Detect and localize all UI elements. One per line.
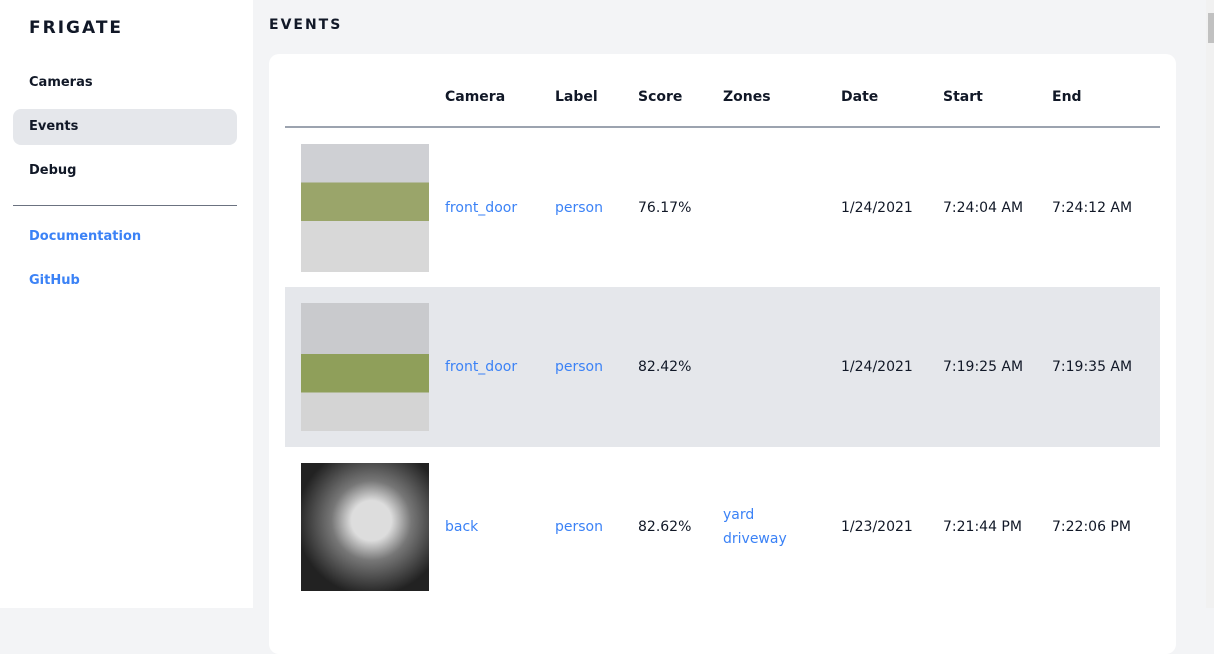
- github-link[interactable]: GitHub: [29, 273, 80, 288]
- sidebar-item-debug[interactable]: Debug: [29, 163, 77, 178]
- page-title: EVENTS: [269, 17, 343, 33]
- header-label: Label: [555, 54, 638, 128]
- zone-link[interactable]: driveway: [723, 531, 787, 547]
- label-link[interactable]: person: [555, 199, 603, 216]
- date: 1/24/2021: [841, 199, 913, 216]
- start-time: 7:19:25 AM: [943, 287, 1052, 447]
- events-table: Camera Label Score Zones Date Start End …: [285, 54, 1160, 607]
- table-row[interactable]: front_door person 82.42% 1/24/2021 7:19:…: [285, 287, 1160, 447]
- table-row[interactable]: front_door person 76.17% 1/24/2021 7:24:…: [285, 127, 1160, 287]
- header-date: Date: [841, 54, 943, 128]
- label-link[interactable]: person: [555, 519, 603, 535]
- end-time: 7:24:12 AM: [1052, 199, 1133, 216]
- event-thumbnail[interactable]: [301, 463, 429, 591]
- zone-link[interactable]: yard: [723, 507, 755, 523]
- event-thumbnail[interactable]: [301, 303, 429, 431]
- start-time: 7:21:44 PM: [943, 519, 1022, 535]
- table-row[interactable]: back person 82.62% yard driveway 1/23/202…: [285, 447, 1160, 607]
- header-thumbnail: [285, 54, 445, 128]
- date: 1/23/2021: [841, 519, 913, 535]
- sidebar-item-events[interactable]: Events: [13, 109, 237, 145]
- events-card: Camera Label Score Zones Date Start End …: [269, 54, 1176, 654]
- scrollbar-thumb[interactable]: [1208, 13, 1214, 43]
- main-content: EVENTS Camera Label Score Zones Date Sta…: [253, 0, 1214, 654]
- end-time: 7:22:06 PM: [1052, 519, 1131, 535]
- score: 82.42%: [638, 287, 723, 447]
- label-link[interactable]: person: [555, 359, 603, 375]
- score: 76.17%: [638, 199, 692, 216]
- sidebar-item-cameras[interactable]: Cameras: [29, 75, 93, 90]
- header-end: End: [1052, 54, 1160, 128]
- documentation-link[interactable]: Documentation: [29, 229, 142, 244]
- start-time: 7:24:04 AM: [943, 199, 1024, 216]
- camera-link[interactable]: front_door: [445, 199, 518, 216]
- score: 82.62%: [638, 519, 692, 535]
- event-thumbnail[interactable]: [301, 143, 429, 272]
- header-score: Score: [638, 54, 723, 128]
- header-camera: Camera: [445, 54, 555, 128]
- end-time: 7:19:35 AM: [1052, 287, 1160, 447]
- camera-link[interactable]: front_door: [445, 359, 518, 375]
- app-logo: FRIGATE: [29, 18, 124, 38]
- divider: [13, 205, 237, 206]
- header-start: Start: [943, 54, 1052, 128]
- sidebar: FRIGATE Cameras Events Debug Documentati…: [0, 0, 253, 608]
- date: 1/24/2021: [841, 287, 943, 447]
- header-zones: Zones: [723, 54, 841, 128]
- scrollbar[interactable]: [1206, 0, 1214, 608]
- camera-link[interactable]: back: [445, 519, 479, 535]
